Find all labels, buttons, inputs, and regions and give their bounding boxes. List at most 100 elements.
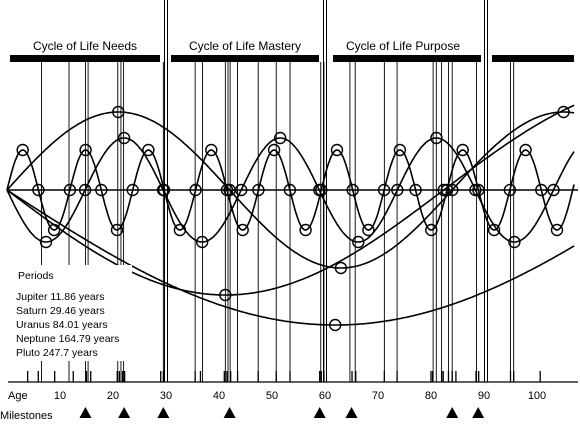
cycle-marker-3 <box>63 183 77 197</box>
cycle-marker-28 <box>456 143 469 157</box>
age-ticks <box>27 371 541 382</box>
milestones-label: Milestones <box>0 410 53 422</box>
legend-background <box>14 265 132 361</box>
age-tick-labels: 10 20 30 40 50 60 70 80 90 100 <box>54 390 546 402</box>
cycle-marker-11 <box>189 183 202 197</box>
cycle-marker-56 <box>329 318 342 332</box>
cycle-marker-37 <box>117 131 131 145</box>
cycle-marker-38 <box>156 183 170 197</box>
cycle-marker-10 <box>173 223 187 237</box>
cycle-marker-54 <box>219 288 232 302</box>
cycle-marker-20 <box>330 143 344 157</box>
period-uranus: Uranus 84.01 years <box>16 319 108 331</box>
cycle-marker-33 <box>535 183 548 197</box>
phase-labels: Cycle of Life Needs Cycle of Life Master… <box>33 39 460 53</box>
cycle-marker-44 <box>391 183 404 197</box>
curve-saturn <box>6 137 575 243</box>
age-label-100: 100 <box>528 390 546 402</box>
cycle-marker-55 <box>437 183 450 197</box>
phase-label-needs: Cycle of Life Needs <box>33 39 137 53</box>
cycle-marker-39 <box>195 235 209 249</box>
phase-bar-3 <box>492 55 574 62</box>
cycle-marker-7 <box>126 183 139 197</box>
age-label-40: 40 <box>213 390 225 402</box>
cycle-marker-1 <box>32 183 45 197</box>
cycle-marker-43 <box>352 235 365 249</box>
age-label-90: 90 <box>478 390 490 402</box>
cycle-marker-4 <box>79 143 92 157</box>
phase-bar-2 <box>333 55 481 62</box>
cycle-marker-50 <box>223 183 236 197</box>
phase-label-mastery: Cycle of Life Mastery <box>189 39 301 53</box>
age-label-30: 30 <box>160 390 172 402</box>
cycle-marker-14 <box>236 223 249 237</box>
cycle-marker-18 <box>299 223 312 237</box>
cycle-marker-49 <box>112 105 125 119</box>
cycle-marker-27 <box>440 183 454 197</box>
cycle-marker-12 <box>205 143 218 157</box>
period-neptune: Neptune 164.79 years <box>16 333 119 345</box>
cycle-marker-0 <box>16 143 29 157</box>
periods-heading: Periods <box>18 270 54 282</box>
cycle-marker-36 <box>78 183 92 197</box>
age-label-10: 10 <box>54 390 66 402</box>
milestone-marker-7 <box>472 407 485 418</box>
periods-legend: Periods Jupiter 11.86 years Saturn 29.46… <box>14 265 132 361</box>
milestone-marker-3 <box>223 407 236 418</box>
age-label-70: 70 <box>372 390 384 402</box>
cycle-marker-17 <box>283 183 297 197</box>
cycle-marker-2 <box>47 223 61 237</box>
age-label-50: 50 <box>266 390 278 402</box>
cycle-marker-41 <box>274 131 287 145</box>
cycle-marker-5 <box>95 183 108 197</box>
milestone-marker-2 <box>157 407 170 418</box>
cycle-marker-45 <box>430 131 443 145</box>
phase-label-purpose: Cycle of Life Purpose <box>346 39 460 53</box>
phase-bar-1 <box>171 55 319 62</box>
period-pluto: Pluto 247.7 years <box>16 347 98 359</box>
age-axis-label: Age <box>8 390 28 402</box>
milestone-marker-1 <box>118 407 131 418</box>
curve-neptune <box>6 104 575 296</box>
cycle-marker-8 <box>142 143 155 157</box>
curve-uranus <box>6 111 575 269</box>
cycle-marker-23 <box>377 183 391 197</box>
cycle-marker-51 <box>334 261 348 275</box>
milestone-marker-4 <box>313 407 326 418</box>
cycle-marker-42 <box>313 183 326 197</box>
cycle-marker-29 <box>472 183 485 197</box>
cycle-marker-34 <box>550 223 564 237</box>
cycle-marker-15 <box>252 183 265 197</box>
milestone-marker-5 <box>345 407 358 418</box>
phase-bar-0 <box>10 55 160 62</box>
cycle-marker-47 <box>508 235 521 249</box>
cycle-marker-21 <box>346 183 359 197</box>
cycle-marker-30 <box>487 223 501 237</box>
cycle-marker-53 <box>557 105 570 119</box>
cycle-marker-16 <box>267 143 281 157</box>
milestones-row: Milestones <box>0 407 485 422</box>
cycle-marker-25 <box>409 183 422 197</box>
period-saturn: Saturn 29.46 years <box>16 305 105 317</box>
cycle-marker-35 <box>39 235 53 249</box>
age-axis: Age <box>8 381 578 402</box>
cycle-marker-46 <box>469 183 482 197</box>
phase-bars <box>10 55 574 62</box>
cycle-marker-22 <box>362 223 375 237</box>
cycle-marker-26 <box>425 223 438 237</box>
cycle-marker-31 <box>503 183 517 197</box>
cycle-marker-48 <box>547 183 560 197</box>
cycle-marker-6 <box>110 223 124 237</box>
cycle-markers <box>16 105 570 332</box>
age-label-60: 60 <box>319 390 331 402</box>
cycle-marker-24 <box>393 143 407 157</box>
milestone-marker-0 <box>79 407 92 418</box>
age-label-20: 20 <box>107 390 119 402</box>
period-jupiter: Jupiter 11.86 years <box>16 291 105 303</box>
cycle-marker-52 <box>446 183 459 197</box>
milestone-marker-6 <box>446 407 459 418</box>
age-label-80: 80 <box>425 390 437 402</box>
curve-pluto <box>6 189 575 326</box>
